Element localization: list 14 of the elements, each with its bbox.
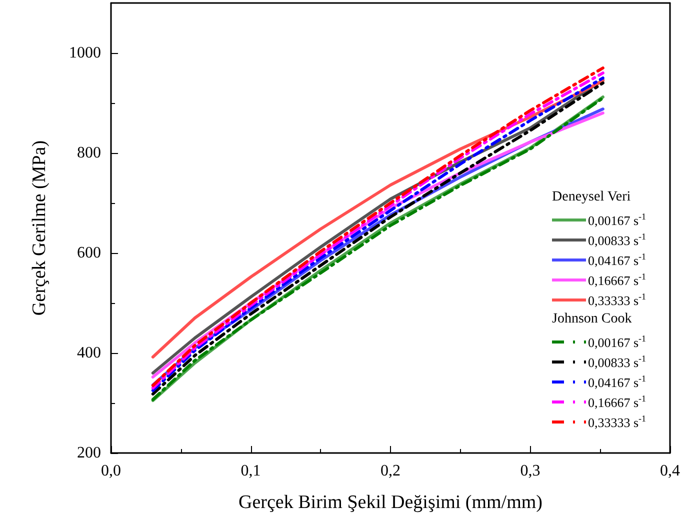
y-tick-label: 800 [77,144,101,162]
x-tick-label: 0,1 [240,462,261,480]
x-tick-label: 0,4 [660,462,680,480]
y-tick-label: 600 [77,244,101,262]
y-tick-label: 1000 [69,44,101,62]
x-tick-label: 0,2 [380,462,400,480]
y-tick-label: 400 [77,344,101,362]
y-axis-title: Gerçek Gerilme (MPa) [29,140,50,316]
x-tick-label: 0,3 [520,462,540,480]
annotation: Johnson Cook [552,312,632,326]
y-tick-label: 200 [77,444,101,462]
x-tick-label: 0,0 [101,462,121,480]
legend-title: Deneysel Veri [552,190,631,204]
x-axis-title: Gerçek Birim Şekil Değişimi (mm/mm) [238,492,542,513]
